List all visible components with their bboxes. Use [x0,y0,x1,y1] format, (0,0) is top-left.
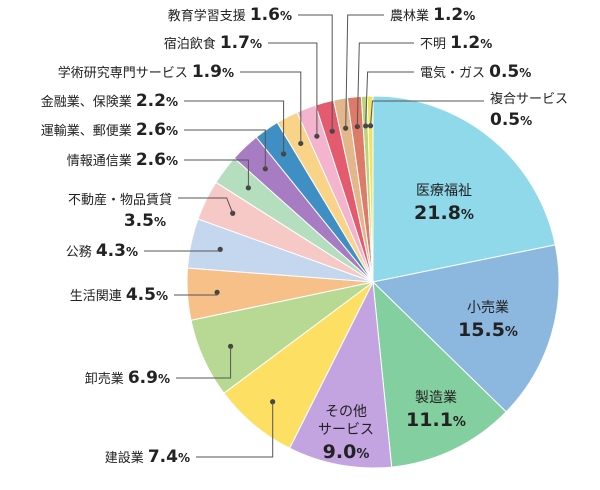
slice-6-leader-line [174,292,218,296]
slice-0-label: 医療福祉 [416,182,472,199]
slice-1-value: 15.5% [458,319,518,341]
slice-7-leader-line [144,249,221,252]
slice-13-leader-line [268,42,318,137]
slice-3-value: 9.0% [323,441,370,463]
slice-15-leader-line [345,14,384,129]
slice-2-wedge [372,280,507,468]
slice-6-label: 生活関連 4.5% [70,285,168,305]
slice-1-wedge [371,244,560,413]
slice-17-label: 電気・ガス 0.5% [420,62,531,82]
slice-13-label: 宿泊飲食 1.7% [164,33,262,53]
slice-10-leader-line [184,129,266,169]
slice-12-label: 学術研究専門サービス 1.9% [58,62,234,82]
slice-4-leader-line [196,401,274,458]
slice-14-label: 教育学習支援 1.6% [168,5,292,25]
slice-11-leader-line [184,100,285,154]
slice-18-value: 0.5% [490,110,532,130]
slice-2-value: 11.1% [406,409,466,431]
slice-14-leader-line [298,14,333,132]
slice-3-label: サービス [318,422,374,438]
slice-8-leader-line [178,197,234,214]
slice-15-label: 農林業 1.2% [390,5,475,25]
slice-18-leader-line [370,100,484,126]
slice-4-leader-dot [270,399,276,405]
leader-lines [144,14,484,458]
slice-16-leader-line [356,42,414,127]
slice-11-label: 金融業、保険業 2.2% [41,91,178,111]
slice-10-label: 運輸業、郵便業 2.6% [41,120,178,140]
slice-4-label: 建設業 7.4% [105,447,190,467]
slice-9-leader-line [184,159,249,188]
slice-1-label: 小売業 [467,300,509,316]
slice-5-label: 卸売業 6.9% [85,368,170,388]
slice-16-label: 不明 1.2% [420,33,492,53]
slice-9-label: 情報通信業 2.6% [67,150,178,170]
slice-3-wedge [288,280,393,469]
slice-17-leader-line [365,71,414,126]
slice-2-label: 製造業 [415,390,457,406]
slice-12-leader-line [240,71,302,144]
slice-5-leader-line [176,346,232,379]
slice-18-label: 複合サービス [490,91,568,107]
slice-16-leader-dot [354,123,360,130]
pie-slices [186,95,560,469]
slice-17-leader-dot [363,123,369,129]
slice-0-wedge [372,95,556,283]
slice-8-value: 3.5% [124,211,166,231]
slice-7-label: 公務 4.3% [66,241,138,261]
slice-0-value: 21.8% [414,202,474,224]
slice-8-label: 不動産・物品賃貸 [68,192,172,208]
slice-3-label: その他 [325,404,367,420]
